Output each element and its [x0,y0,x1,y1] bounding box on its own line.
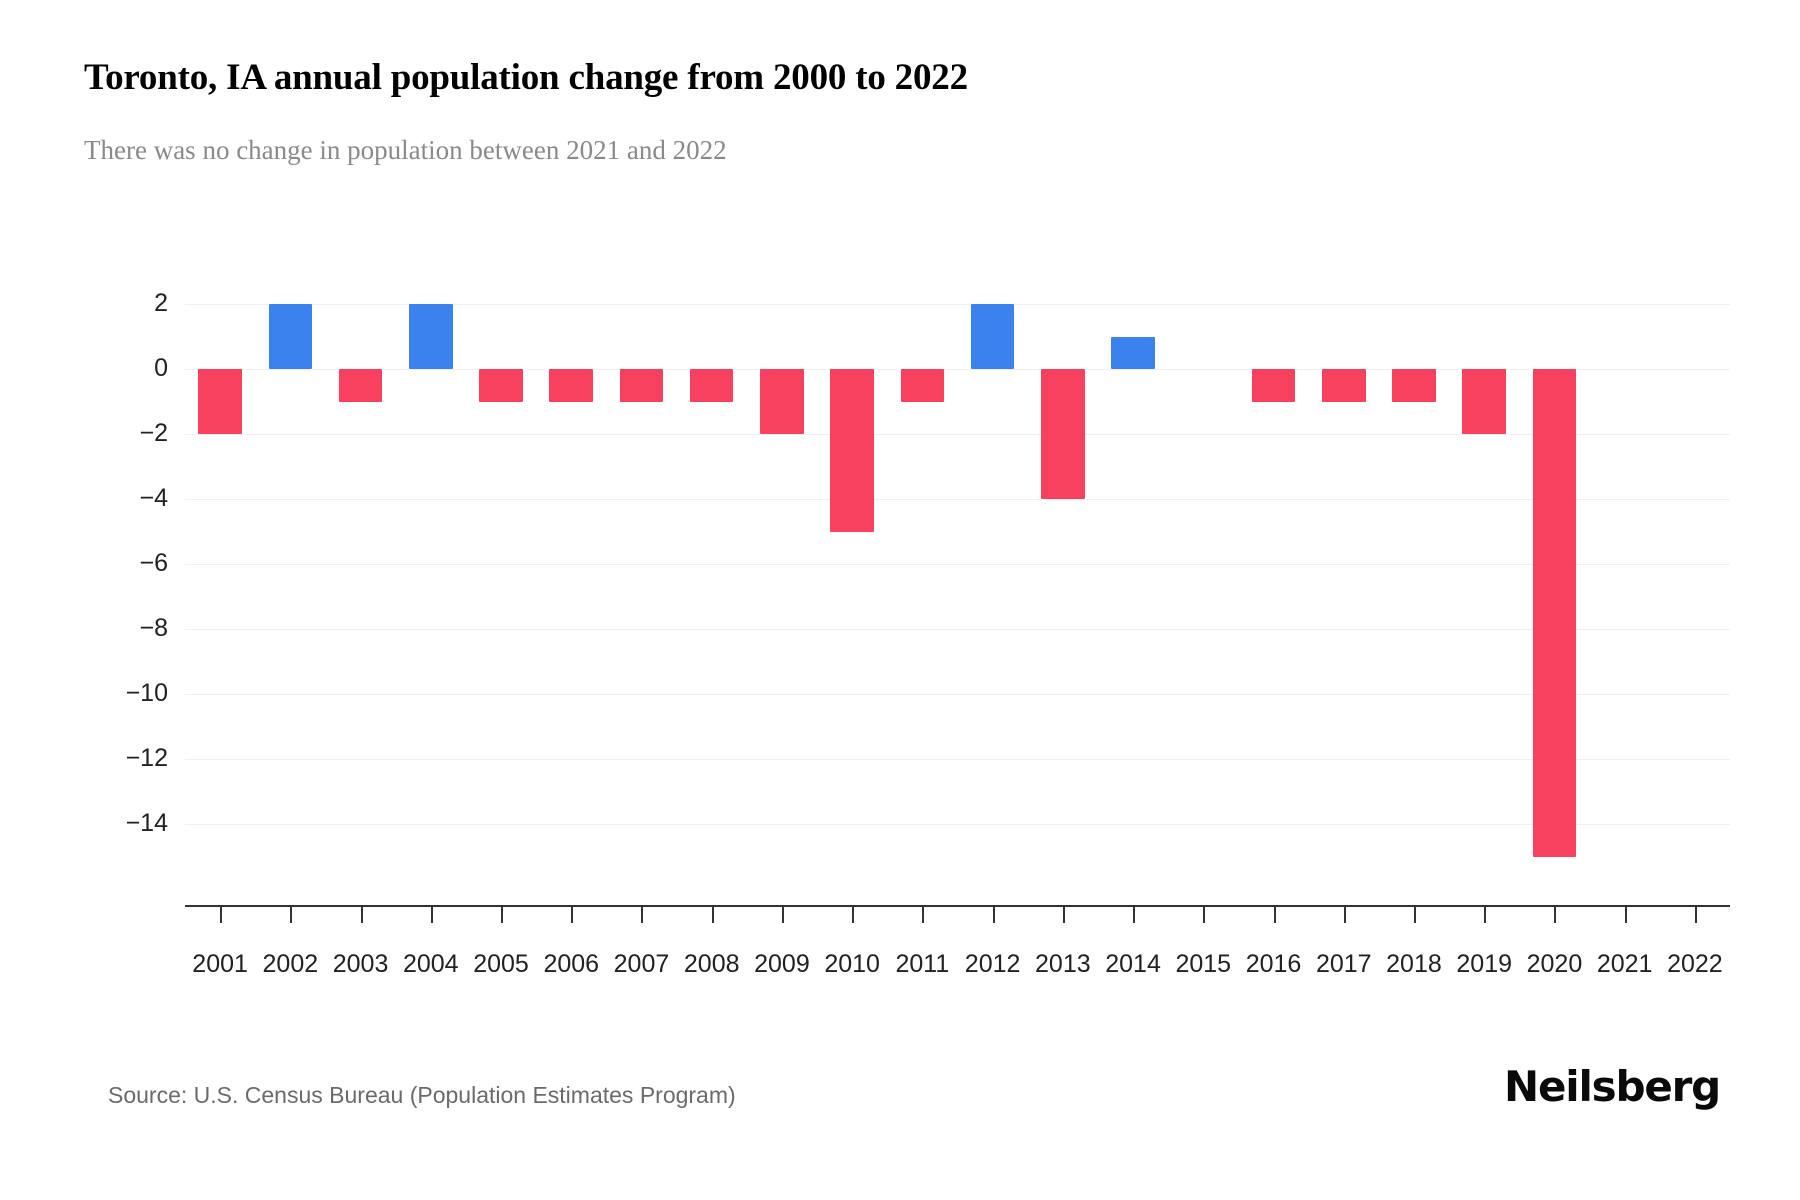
bar-2005[interactable] [479,369,523,402]
gridline [185,694,1730,695]
x-axis-tick [1343,905,1346,923]
page-subtitle: There was no change in population betwee… [84,135,727,165]
bar-series [185,300,1730,900]
x-axis-tick [1413,905,1416,923]
gridline [185,434,1730,435]
x-axis-tick [992,905,995,923]
x-axis-tick-label-2017: 2017 [1315,950,1372,978]
x-axis-tick [922,905,925,923]
x-axis-tick-label-2010: 2010 [824,950,880,978]
x-axis-tick [220,905,223,923]
bar-2001[interactable] [198,369,242,434]
y-axis-tick-label: −4 [139,484,168,512]
gridline [185,499,1730,500]
bar-2016[interactable] [1251,369,1296,402]
bar-2019[interactable] [1462,369,1506,434]
gridline [185,824,1730,825]
x-axis-tick-label-2012: 2012 [964,950,1021,978]
x-axis-tick [641,905,644,923]
bar-2014[interactable] [1111,336,1155,369]
x-axis-tick [1554,905,1557,923]
x-axis-tick-label-2004: 2004 [402,950,459,978]
y-axis-tick-label: −14 [125,809,168,837]
x-axis-tick [852,905,855,923]
x-axis-tick-label-2014: 2014 [1105,950,1161,978]
bar-2012[interactable] [970,304,1015,369]
x-axis-line [185,905,1730,907]
gridline [185,304,1730,305]
y-axis-tick-label: −8 [139,614,168,642]
x-axis-tick [571,905,574,923]
bar-2006[interactable] [549,369,593,402]
bar-2010[interactable] [830,369,874,532]
x-axis-tick [1624,905,1627,923]
x-axis-tick [1273,905,1276,923]
bar-2009[interactable] [760,369,804,434]
y-axis-tick-label: 0 [154,354,168,382]
x-axis-tick [1484,905,1487,923]
bar-2013[interactable] [1041,369,1085,499]
x-axis-tick [290,905,293,923]
y-axis-tick-label: −10 [125,679,168,707]
x-axis-tick-label-2015: 2015 [1175,950,1232,978]
x-axis-tick-label-2009: 2009 [754,950,810,978]
bar-2017[interactable] [1321,369,1366,402]
x-axis-tick [430,905,433,923]
page-title: Toronto, IA annual population change fro… [84,57,968,98]
brand-logo: Neilsberg [1504,1062,1721,1111]
x-axis-tick [1062,905,1065,923]
gridline [185,564,1730,565]
x-axis-tick [1203,905,1206,923]
x-axis-tick [501,905,504,923]
y-axis-tick-label: 2 [154,289,168,317]
bar-2020[interactable] [1532,369,1577,857]
x-axis-tick-label-2018: 2018 [1386,950,1442,978]
gridline [185,369,1730,370]
bar-2008[interactable] [689,369,734,402]
bar-2003[interactable] [338,369,383,402]
x-axis-tick-label-2005: 2005 [473,950,529,978]
plot-area: 2 0 −2 −4 −6 −8 −10 −12 −14 [126,289,1730,900]
x-axis-tick-label-2020: 2020 [1526,950,1583,978]
x-axis-tick-label-2003: 2003 [332,950,389,978]
x-axis-tick [781,905,784,923]
x-axis-tick-label-2016: 2016 [1245,950,1302,978]
y-axis-tick-label: −12 [125,744,168,772]
x-axis-tick-label-2021: 2021 [1596,950,1653,978]
gridline [185,759,1730,760]
x-axis-tick [1694,905,1697,923]
bar-2002[interactable] [268,304,313,369]
bar-2011[interactable] [900,369,945,402]
bar-2007[interactable] [619,369,664,402]
x-axis-tick [711,905,714,923]
x-axis-tick-label-2007: 2007 [613,950,670,978]
x-axis-tick-label-2019: 2019 [1456,950,1513,978]
x-axis-tick-label-2006: 2006 [543,950,600,978]
x-axis-tick-label-2008: 2008 [683,950,740,978]
x-axis-tick [1133,905,1136,923]
source-note: Source: U.S. Census Bureau (Population E… [108,1082,736,1108]
x-axis-tick-label-2002: 2002 [262,950,319,978]
x-axis-tick [360,905,363,923]
y-axis-tick-label: −2 [139,419,168,447]
y-axis-tick-label: −6 [139,549,168,577]
bar-2004[interactable] [409,304,453,369]
bar-2018[interactable] [1392,369,1436,402]
gridline [185,629,1730,630]
x-axis-tick-label-2013: 2013 [1035,950,1091,978]
x-axis-tick-label-2011: 2011 [895,950,950,978]
x-axis-tick-label-2022: 2022 [1667,950,1723,978]
x-axis-tick-label-2001: 2001 [192,950,248,978]
